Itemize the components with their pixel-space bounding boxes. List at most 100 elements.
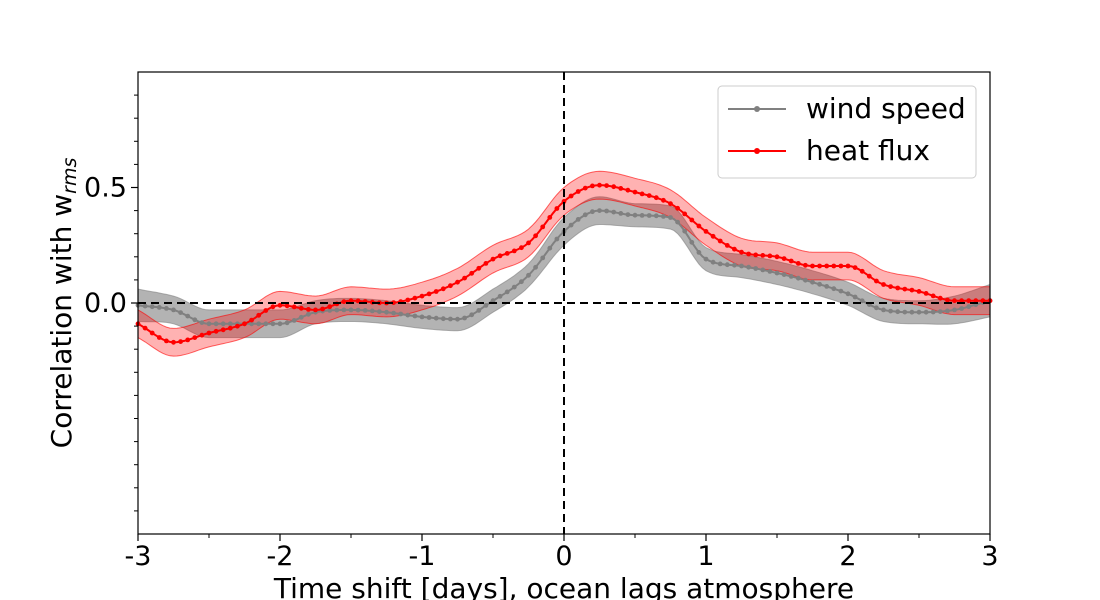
data-point-wind-speed (185, 313, 191, 319)
data-point-heat-flux (547, 215, 553, 220)
data-point-heat-flux (710, 233, 716, 239)
data-point-heat-flux (888, 284, 893, 289)
data-point-wind-speed (632, 212, 638, 218)
data-point-wind-speed (874, 305, 879, 311)
data-point-wind-speed (469, 312, 475, 318)
data-point-wind-speed (582, 212, 588, 218)
data-point-wind-speed (795, 275, 801, 281)
data-point-heat-flux (270, 304, 276, 310)
y-axis-label: Correlation with wrms (45, 158, 81, 449)
data-point-wind-speed (575, 217, 581, 222)
data-point-heat-flux (689, 217, 695, 223)
data-point-heat-flux (199, 332, 205, 338)
data-point-heat-flux (171, 339, 176, 345)
data-point-wind-speed (391, 310, 396, 316)
data-point-heat-flux (703, 229, 709, 234)
data-point-wind-speed (838, 288, 844, 294)
data-point-heat-flux (590, 183, 595, 189)
data-point-heat-flux (966, 298, 972, 304)
data-point-wind-speed (739, 263, 744, 269)
data-point-wind-speed (845, 291, 851, 297)
data-point-heat-flux (675, 205, 680, 211)
data-point-heat-flux (937, 295, 943, 301)
data-point-heat-flux (845, 263, 851, 269)
data-point-heat-flux (462, 275, 467, 281)
data-point-wind-speed (639, 213, 645, 218)
data-point-wind-speed (547, 245, 553, 251)
data-point-heat-flux (895, 285, 901, 291)
data-point-heat-flux (611, 184, 617, 190)
data-point-wind-speed (284, 320, 290, 326)
data-point-wind-speed (348, 307, 354, 313)
data-point-wind-speed (646, 213, 652, 218)
data-point-heat-flux (866, 273, 872, 279)
data-point-heat-flux (206, 330, 212, 336)
data-point-wind-speed (213, 321, 219, 327)
data-point-wind-speed (298, 314, 304, 320)
data-point-heat-flux (923, 291, 929, 296)
data-point-wind-speed (497, 293, 503, 299)
data-point-heat-flux (490, 256, 496, 262)
data-point-heat-flux (448, 283, 453, 289)
data-point-wind-speed (959, 306, 964, 311)
data-point-heat-flux (519, 245, 524, 251)
data-point-wind-speed (611, 209, 617, 215)
data-point-heat-flux (575, 189, 581, 194)
data-point-wind-speed (306, 311, 311, 317)
data-point-heat-flux (220, 327, 226, 333)
data-point-wind-speed (334, 307, 340, 313)
data-point-heat-flux (213, 328, 219, 334)
data-point-heat-flux (668, 201, 673, 207)
data-point-wind-speed (206, 321, 212, 327)
data-point-heat-flux (256, 312, 262, 318)
data-point-wind-speed (476, 308, 482, 313)
data-point-wind-speed (256, 321, 262, 327)
data-point-wind-speed (916, 309, 922, 315)
data-point-wind-speed (540, 255, 546, 261)
data-point-heat-flux (426, 291, 432, 297)
data-point-wind-speed (568, 222, 574, 228)
data-point-heat-flux (760, 253, 766, 258)
data-point-heat-flux (788, 258, 794, 264)
data-point-wind-speed (483, 303, 489, 308)
data-point-heat-flux (561, 199, 567, 204)
data-point-wind-speed (653, 213, 659, 219)
data-point-heat-flux (795, 261, 801, 266)
data-point-heat-flux (568, 193, 574, 199)
data-point-wind-speed (675, 219, 680, 225)
data-point-heat-flux (327, 304, 333, 310)
y-tick-label: 0.0 (84, 288, 127, 319)
data-point-wind-speed (767, 269, 773, 274)
data-point-wind-speed (952, 307, 957, 313)
data-point-wind-speed (327, 308, 333, 313)
data-point-heat-flux (284, 303, 290, 309)
legend: wind speed heat flux (717, 85, 977, 179)
data-point-heat-flux (838, 263, 844, 269)
data-point-wind-speed (824, 284, 830, 289)
y-axis-label-subscript: rms (59, 158, 81, 194)
data-point-heat-flux (717, 238, 723, 244)
data-point-wind-speed (263, 321, 269, 327)
data-point-wind-speed (171, 307, 176, 313)
data-point-wind-speed (149, 304, 155, 310)
legend-label-heat-flux: heat flux (806, 134, 930, 167)
data-point-wind-speed (668, 215, 673, 220)
data-point-heat-flux (185, 337, 191, 343)
data-point-heat-flux (632, 189, 638, 195)
data-point-wind-speed (881, 307, 886, 313)
data-point-wind-speed (227, 321, 233, 327)
data-point-heat-flux (852, 265, 858, 270)
data-point-heat-flux (959, 298, 964, 304)
data-point-wind-speed (710, 259, 716, 265)
data-point-wind-speed (937, 309, 943, 314)
data-point-wind-speed (433, 315, 439, 321)
data-point-wind-speed (682, 228, 688, 234)
data-point-heat-flux (277, 302, 283, 308)
data-point-heat-flux (455, 279, 460, 285)
data-point-wind-speed (412, 313, 418, 319)
data-point-heat-flux (646, 193, 652, 199)
data-point-heat-flux (618, 186, 624, 191)
data-point-wind-speed (703, 256, 709, 262)
legend-marker-wind-speed (754, 106, 760, 112)
data-point-heat-flux (582, 185, 588, 191)
